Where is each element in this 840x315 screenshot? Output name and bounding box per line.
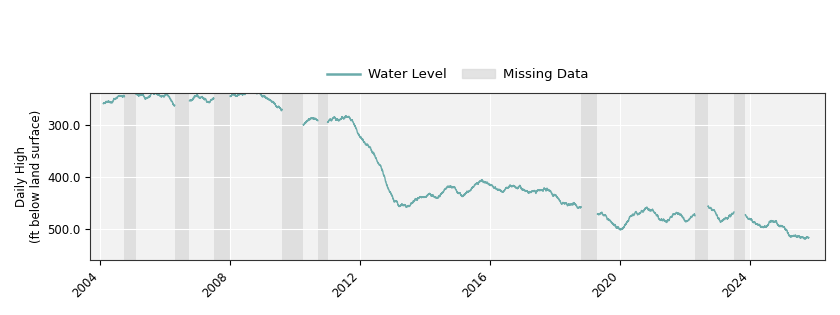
Bar <box>318 93 328 260</box>
Bar <box>282 93 303 260</box>
Bar <box>695 93 708 260</box>
Bar <box>175 93 190 260</box>
Y-axis label: Daily High
(ft below land surface): Daily High (ft below land surface) <box>15 110 43 243</box>
Legend: Water Level, Missing Data: Water Level, Missing Data <box>322 63 594 87</box>
Bar <box>734 93 745 260</box>
Bar <box>124 93 136 260</box>
Bar <box>581 93 597 260</box>
Bar <box>214 93 230 260</box>
